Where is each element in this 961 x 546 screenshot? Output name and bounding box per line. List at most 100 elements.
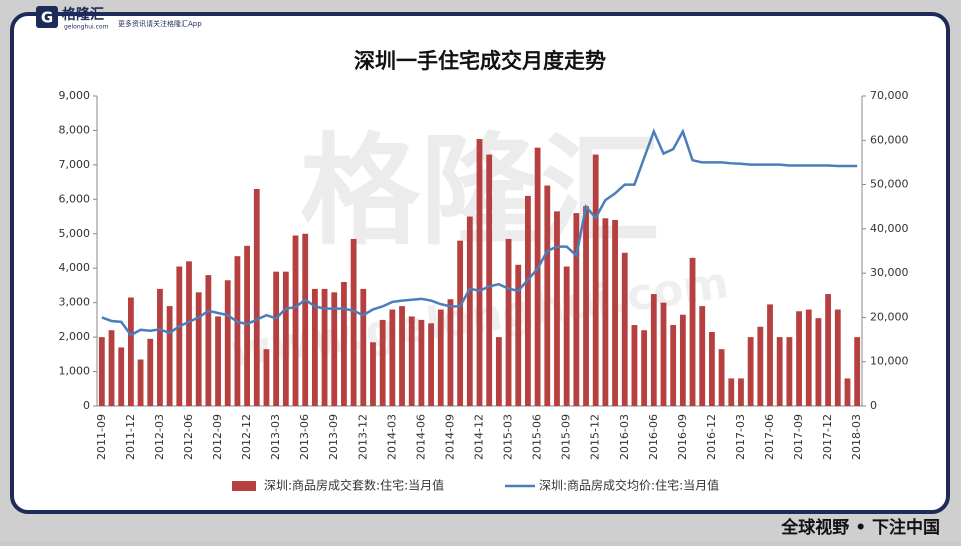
y2-tick-label: 0 xyxy=(870,399,877,412)
x-tick-label: 2014-12 xyxy=(473,414,486,460)
x-tick-label: 2015-06 xyxy=(531,414,544,460)
y-tick-label: 1,000 xyxy=(59,365,91,378)
tagline: 更多资讯请关注格隆汇App xyxy=(118,19,202,28)
logo-site: gelonghui.com xyxy=(64,24,109,31)
x-tick-label: 2014-06 xyxy=(414,414,427,460)
bar xyxy=(679,314,686,406)
bar xyxy=(176,266,183,406)
bar xyxy=(331,292,338,406)
bar xyxy=(718,349,725,406)
x-tick-label: 2016-12 xyxy=(705,414,718,460)
x-tick-label: 2013-03 xyxy=(269,414,282,460)
bar xyxy=(457,240,464,406)
bar xyxy=(476,139,483,407)
bar xyxy=(428,323,434,406)
bar xyxy=(360,288,367,406)
x-tick-label: 2015-09 xyxy=(560,414,573,460)
bar xyxy=(815,318,822,406)
y-tick-label: 2,000 xyxy=(59,330,91,343)
bar xyxy=(583,206,589,406)
bar xyxy=(108,330,115,406)
x-tick-label: 2016-06 xyxy=(647,414,660,460)
bar xyxy=(650,294,657,406)
bar xyxy=(709,331,715,406)
bar xyxy=(137,359,144,406)
y-tick-label: 7,000 xyxy=(59,158,91,171)
bar xyxy=(302,233,309,406)
y-tick-label: 0 xyxy=(83,399,90,412)
logo-g: G xyxy=(41,9,53,27)
x-tick-label: 2012-06 xyxy=(182,414,195,460)
bar xyxy=(554,211,560,406)
bar xyxy=(205,275,212,406)
bar xyxy=(602,218,609,406)
bar xyxy=(98,337,105,406)
bar xyxy=(157,288,163,406)
bar xyxy=(224,280,231,406)
chart-title: 深圳一手住宅成交月度走势 xyxy=(354,49,606,73)
bar xyxy=(437,309,444,406)
bar xyxy=(399,306,405,406)
slogan: 全球视野 • 下注中国 xyxy=(780,517,940,538)
bar xyxy=(379,319,386,406)
bar xyxy=(234,256,241,406)
bar xyxy=(757,326,764,406)
bar xyxy=(253,189,260,406)
bar xyxy=(321,288,328,406)
bar xyxy=(544,185,551,406)
bar xyxy=(767,304,773,406)
bar xyxy=(244,245,250,406)
bar xyxy=(621,252,628,406)
bar xyxy=(776,337,783,406)
x-tick-label: 2017-03 xyxy=(734,414,747,460)
logo-icon xyxy=(36,6,58,28)
bar xyxy=(418,319,425,406)
y2-tick-label: 30,000 xyxy=(870,266,909,279)
bar xyxy=(641,330,648,406)
bar xyxy=(486,154,493,406)
bar xyxy=(660,302,667,406)
bar xyxy=(389,309,396,406)
x-tick-label: 2015-03 xyxy=(502,414,515,460)
bar xyxy=(195,292,202,406)
bar xyxy=(573,213,580,406)
x-tick-label: 2016-03 xyxy=(618,414,631,460)
bar xyxy=(689,257,696,406)
bar xyxy=(738,378,744,406)
bar xyxy=(370,342,376,406)
bar xyxy=(350,238,357,406)
y-tick-label: 6,000 xyxy=(59,192,91,205)
bar xyxy=(805,309,812,406)
y2-tick-label: 10,000 xyxy=(870,355,909,368)
x-tick-label: 2012-09 xyxy=(211,414,224,460)
x-tick-label: 2012-03 xyxy=(153,414,166,460)
y2-tick-label: 40,000 xyxy=(870,222,909,235)
bar xyxy=(127,297,134,406)
y-tick-label: 9,000 xyxy=(59,89,91,102)
x-tick-label: 2017-06 xyxy=(763,414,776,460)
bar xyxy=(495,337,502,406)
bar xyxy=(796,311,802,406)
x-tick-label: 2013-12 xyxy=(356,414,369,460)
legend-label: 深圳:商品房成交均价:住宅:当月值 xyxy=(539,478,719,493)
bar xyxy=(534,147,541,406)
bar xyxy=(118,347,125,406)
bar xyxy=(147,338,154,406)
logo: 格隆汇 xyxy=(62,6,104,23)
bar xyxy=(825,294,832,406)
line xyxy=(101,128,858,337)
y-tick-label: 4,000 xyxy=(59,261,91,274)
y2-tick-label: 60,000 xyxy=(870,133,909,146)
x-tick-label: 2012-12 xyxy=(240,414,253,460)
bar xyxy=(186,261,192,406)
bar xyxy=(263,349,270,406)
x-tick-label: 2016-09 xyxy=(676,414,689,460)
legend-label: 深圳:商品房成交套数:住宅:当月值 xyxy=(264,478,444,493)
bar xyxy=(341,282,347,406)
bar xyxy=(699,306,706,406)
bar xyxy=(505,238,512,406)
x-tick-label: 2018-03 xyxy=(850,414,863,460)
bar xyxy=(215,316,221,406)
x-tick-label: 2011-12 xyxy=(124,414,137,460)
